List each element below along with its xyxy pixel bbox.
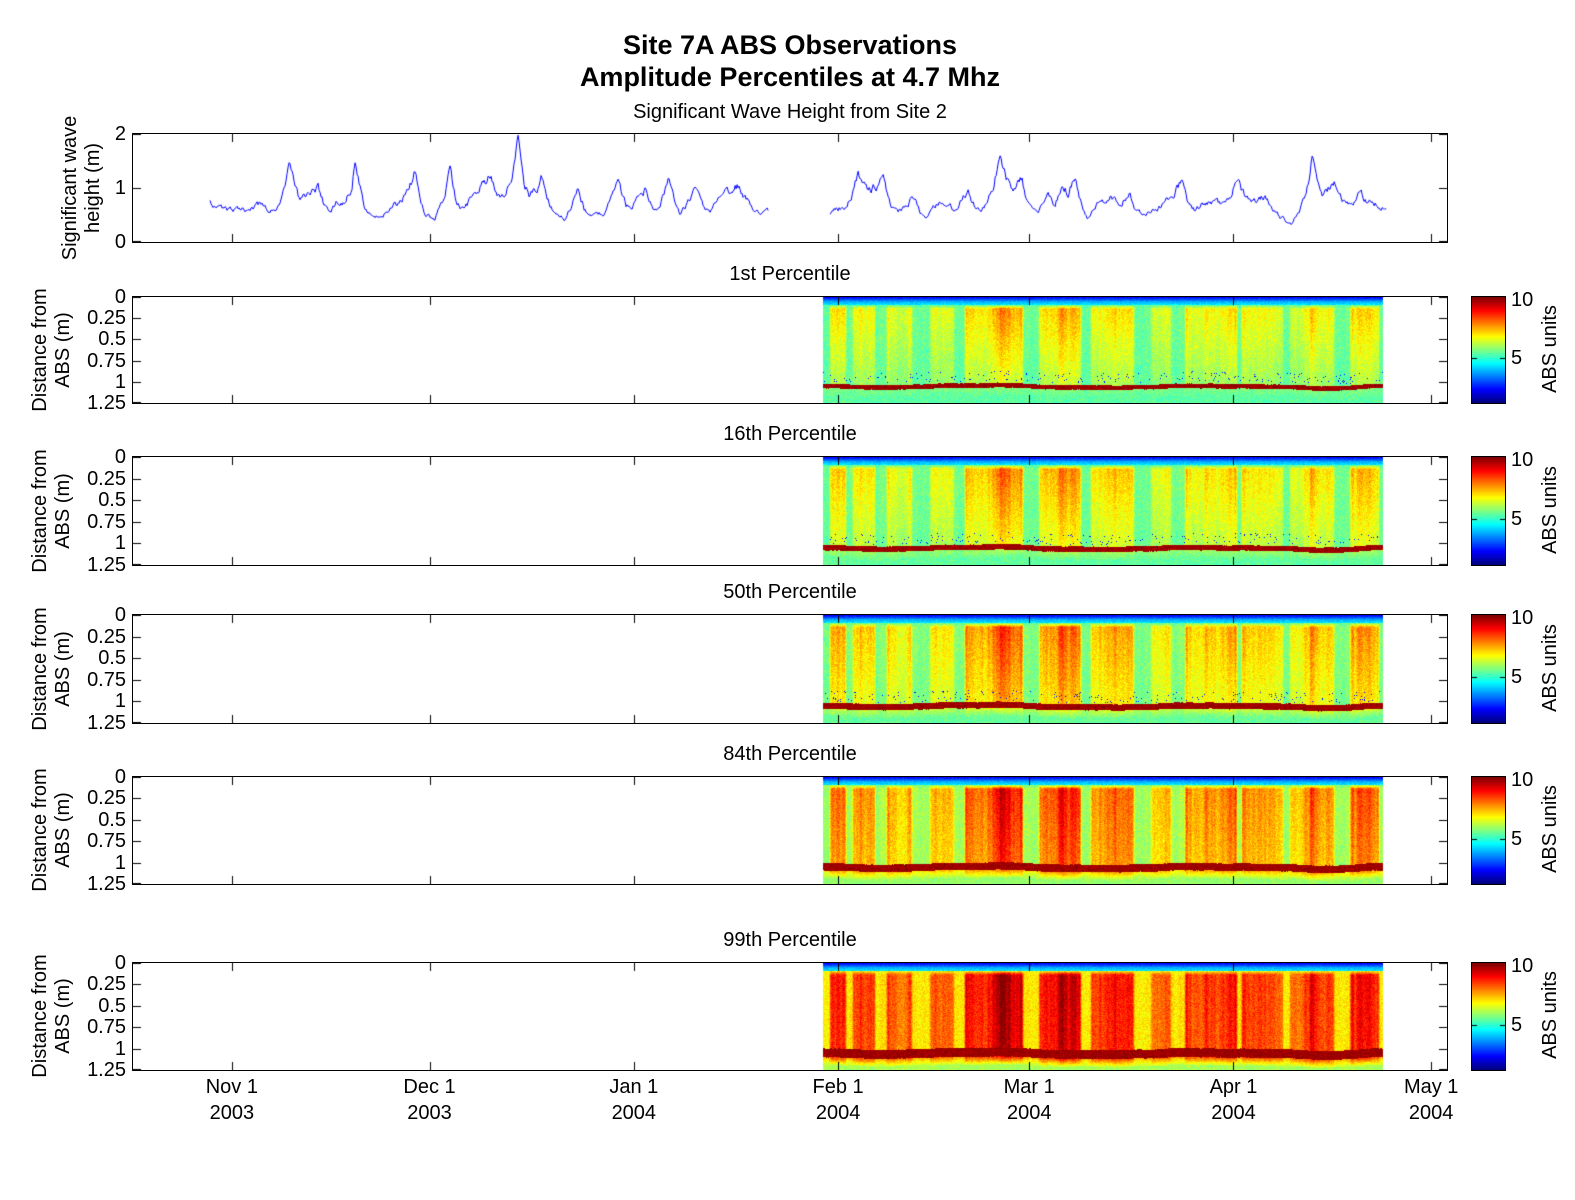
heatmap-y-tick-label: 0.25 [87,307,126,330]
colorbar-99th [1471,962,1506,1071]
colorbar-tick-label: 10 [1511,289,1534,311]
heatmap-y-tick-label: 1.25 [87,1059,126,1081]
x-tick-label-year: 2004 [611,1102,657,1124]
heatmap-y-tick-label: 0 [114,446,126,468]
heatmap-y-tick-label: 0.75 [87,830,126,853]
heatmap-canvas-84th [132,776,1448,885]
colorbar-16th [1471,456,1506,566]
x-tick-label: Feb 1 [812,1076,864,1098]
heatmap-y-tick-label: 1 [114,532,126,555]
heatmap-y-tick-label: 1 [114,851,126,874]
heatmap-y-tick-label: 0 [114,286,126,308]
heatmap-title-84th: 84th Percentile [723,743,857,765]
heatmap-title-50th: 50th Percentile [723,581,857,603]
x-tick-label-year: 2004 [1408,1102,1454,1124]
heatmap-title-16th: 16th Percentile [723,423,857,445]
heatmap-y-tick-label: 1.25 [87,392,126,414]
heatmap-y-tick-label: 0 [114,952,126,974]
colorbar-tick-label: 5 [1511,1013,1523,1036]
colorbar-84th [1471,776,1506,885]
colorbar-tick-label: 10 [1511,449,1534,471]
heatmap-canvas-1st [132,296,1448,404]
heatmap-canvas-16th [132,456,1448,566]
x-tick-label-year: 2004 [1006,1102,1052,1124]
wave-plot-canvas [132,133,1448,243]
heatmap-y-tick-label: 0.25 [87,467,126,490]
heatmap-y-tick-label: 0.5 [98,647,126,670]
heatmap-y-tick-label: 0.75 [87,349,126,372]
wave-y-tick-label: 2 [114,123,126,145]
heatmap-y-tick-label: 0 [114,766,126,788]
colorbar-tick-label: 10 [1511,955,1534,977]
heatmap-y-tick-label: 0 [114,604,126,626]
heatmap-title-1st: 1st Percentile [729,263,851,285]
heatmap-y-tick-label: 1.25 [87,712,126,734]
colorbar-tick-label: 5 [1511,666,1523,689]
x-tick-label: Mar 1 [1003,1076,1055,1098]
colorbar-tick-label: 10 [1511,607,1534,629]
heatmap-y-tick-label: 1 [114,1037,126,1060]
heatmap-y-tick-label: 0.75 [87,668,126,691]
heatmap-y-tick-label: 0.75 [87,510,126,533]
heatmap-y-tick-label: 1 [114,690,126,713]
wave-panel-title: Significant Wave Height from Site 2 [633,101,947,123]
heatmap-y-tick-label: 1.25 [87,554,126,576]
colorbar-tick-label: 5 [1511,827,1523,850]
colorbar-tick-label: 5 [1511,508,1523,531]
heatmap-y-tick-label: 0.25 [87,973,126,996]
x-tick-label: Dec 1 [403,1076,456,1098]
heatmap-y-tick-label: 1 [114,370,126,393]
x-tick-label-year: 2003 [209,1102,255,1124]
heatmap-y-tick-label: 1.25 [87,873,126,895]
heatmap-canvas-50th [132,614,1448,724]
heatmap-y-tick-label: 0.25 [87,625,126,648]
heatmap-title-99th: 99th Percentile [723,929,857,951]
x-tick-label: Jan 1 [609,1076,659,1098]
x-tick-label: May 1 [1403,1076,1459,1098]
wave-y-tick-label: 0 [114,231,126,253]
heatmap-canvas-99th [132,962,1448,1071]
colorbar-50th [1471,614,1506,724]
colorbar-1st [1471,296,1506,404]
figure-title-line2: Amplitude Percentiles at 4.7 Mhz [579,62,1001,92]
wave-y-tick-label: 1 [114,177,126,199]
heatmap-y-tick-label: 0.25 [87,787,126,810]
colorbar-tick-label: 5 [1511,346,1523,369]
heatmap-y-tick-label: 0.75 [87,1016,126,1039]
x-tick-label-year: 2003 [407,1102,452,1124]
colorbar-tick-label: 10 [1511,769,1534,791]
x-tick-label-year: 2004 [815,1102,861,1124]
heatmap-y-tick-label: 0.5 [98,328,126,351]
heatmap-y-tick-label: 0.5 [98,489,126,512]
x-tick-label-year: 2004 [1211,1102,1256,1124]
heatmap-y-tick-label: 0.5 [98,994,126,1017]
figure-title-line1: Site 7A ABS Observations [622,30,958,60]
x-tick-label: Apr 1 [1209,1076,1258,1098]
x-tick-label: Nov 1 [205,1076,258,1098]
heatmap-y-tick-label: 0.5 [98,808,126,831]
